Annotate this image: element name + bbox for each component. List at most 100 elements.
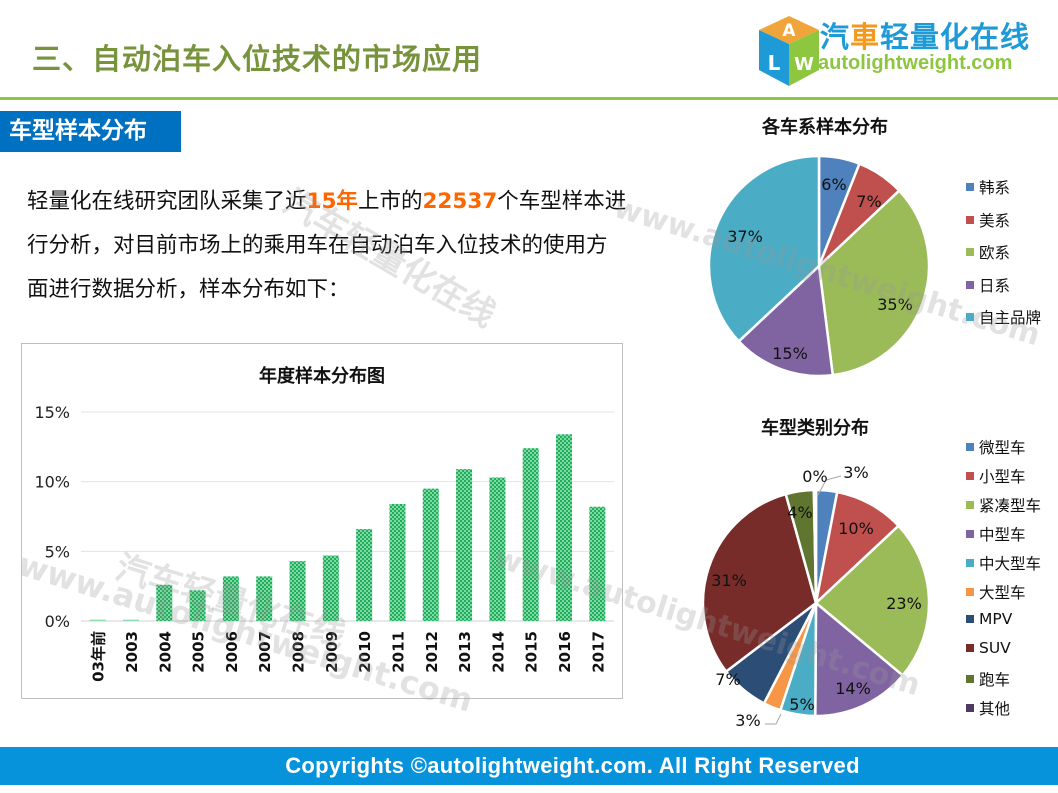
leader-line: [817, 475, 842, 496]
pie-slice-欧系: [817, 188, 931, 377]
logo-char-rest: 轻量化在线: [880, 20, 1031, 54]
x-tick-label: 03年前: [90, 631, 108, 682]
pie-slice-其他: [812, 488, 818, 604]
intro-text-1: 轻量化在线研究团队采集了近: [27, 189, 307, 214]
bar-2005: [189, 590, 206, 621]
intro-highlight-years: 15年: [306, 189, 358, 214]
logo-char-1: 汽: [820, 20, 851, 54]
legend-swatch: [966, 559, 974, 567]
legend-label: 自主品牌: [979, 309, 1042, 327]
svg-text:L: L: [768, 51, 781, 75]
footer-bar: [0, 747, 1058, 785]
x-tick-label: 2007: [256, 631, 274, 673]
x-tick-label: 2011: [389, 631, 407, 673]
legend-swatch: [966, 215, 974, 224]
bar-2008: [289, 561, 306, 621]
legend-item: 日系: [966, 274, 1010, 296]
legend-item: 跑车: [966, 668, 1010, 690]
legend-label: 大型车: [979, 584, 1026, 602]
page-title: 三、自动泊车入位技术的市场应用: [32, 42, 483, 76]
y-tick-label: 15%: [34, 403, 70, 422]
y-tick-label: 10%: [34, 473, 70, 492]
pie-slice-SUV: [701, 492, 818, 674]
pie-data-label: 6%: [821, 175, 846, 194]
bar-2013: [456, 469, 473, 621]
bar-2011: [389, 503, 406, 621]
legend-item: SUV: [966, 639, 1011, 657]
legend-label: 微型车: [979, 439, 1026, 457]
legend-swatch: [966, 313, 974, 321]
legend-swatch: [966, 443, 974, 451]
x-tick-label: 2005: [190, 631, 208, 673]
legend-item: 欧系: [966, 241, 1010, 263]
legend-label: 中型车: [979, 526, 1026, 544]
bar-2017: [589, 506, 606, 621]
section-tag: 车型样本分布: [0, 111, 181, 152]
brand-origin-pie-chart: 6% 7% 35% 15% 37%: [707, 154, 931, 378]
legend-swatch: [966, 615, 974, 623]
pie-data-label: 35%: [877, 295, 913, 314]
x-tick-label: 2009: [323, 631, 341, 673]
legend-item: 大型车: [966, 581, 1026, 603]
legend-item: 其他: [966, 697, 1010, 719]
bar-2015: [522, 448, 539, 621]
x-tick-label: 2012: [423, 631, 441, 673]
bar-chart-plot: 0% 5% 10% 15% 03年前 2003 2004 2005 2006 2007 2008 20…: [34, 403, 614, 682]
pie-slice-日系: [737, 263, 835, 378]
bar-03年前: [89, 619, 106, 621]
bar-2004: [156, 584, 173, 621]
legend-item: 微型车: [966, 436, 1026, 458]
leader-line: [765, 713, 782, 725]
pie-data-label: 7%: [856, 192, 881, 211]
logo-domain: autolightweight.com: [818, 52, 1013, 74]
intro-text-2: 上市的: [357, 189, 423, 214]
pie-data-label: 31%: [711, 571, 747, 590]
pie-data-label: 37%: [727, 227, 763, 246]
bar-2012: [422, 488, 439, 621]
legend-swatch: [966, 644, 974, 652]
pie-data-label: 4%: [787, 503, 812, 522]
legend-label: 欧系: [979, 244, 1011, 262]
vehicle-class-pie-chart: 3% 10% 23% 14% 5% 3% 7% 31% 4% 0%: [701, 463, 931, 730]
legend-label: SUV: [979, 639, 1011, 657]
legend-label: 紧凑型车: [979, 497, 1042, 515]
legend-swatch: [966, 183, 974, 191]
bar-2007: [256, 576, 273, 621]
x-tick-label: 2004: [156, 631, 174, 673]
bar-2016: [556, 434, 573, 621]
bar-2006: [222, 576, 239, 621]
bar-2003: [122, 619, 139, 621]
pie-slice-小型车: [814, 490, 901, 607]
bar-2010: [356, 529, 373, 621]
legend-swatch: [966, 675, 974, 683]
x-tick-label: 2003: [123, 631, 141, 673]
logo: A L W: [757, 10, 1047, 90]
legend-swatch: [966, 472, 974, 480]
x-tick-label: 2008: [290, 631, 308, 673]
bar-2014: [489, 477, 506, 621]
legend-swatch: [966, 280, 974, 289]
legend-label: 跑车: [979, 671, 1011, 689]
legend-label: 日系: [979, 276, 1011, 295]
legend-swatch: [966, 704, 974, 712]
intro-text-3: 个车型样本进行分析，对目前市场上的乘用车在自动泊车入位技术的使用方面进行数据分析…: [27, 189, 627, 302]
x-tick-label: 2016: [556, 631, 574, 673]
logo-char-2: 車: [850, 20, 881, 54]
legend-swatch: [966, 501, 974, 509]
svg-text:W: W: [794, 54, 814, 75]
pie-data-label: 23%: [886, 594, 922, 613]
intro-highlight-count: 22537: [422, 189, 498, 214]
pie-data-label: 14%: [835, 679, 871, 698]
svg-text:A: A: [782, 21, 796, 41]
legend-item: 中大型车: [966, 552, 1041, 574]
x-tick-label: 2017: [589, 631, 607, 673]
x-tick-label: 2013: [456, 631, 474, 673]
legend-label: MPV: [979, 610, 1013, 628]
legend-item: MPV: [966, 610, 1012, 628]
pie-data-label: 5%: [789, 695, 814, 714]
x-tick-label: 2015: [523, 631, 541, 673]
legend-label: 其他: [979, 700, 1011, 718]
legend-label: 中大型车: [979, 555, 1042, 573]
legend-label: 美系: [979, 211, 1011, 230]
brand-origin-pie-title: 各车系样本分布: [762, 117, 888, 138]
